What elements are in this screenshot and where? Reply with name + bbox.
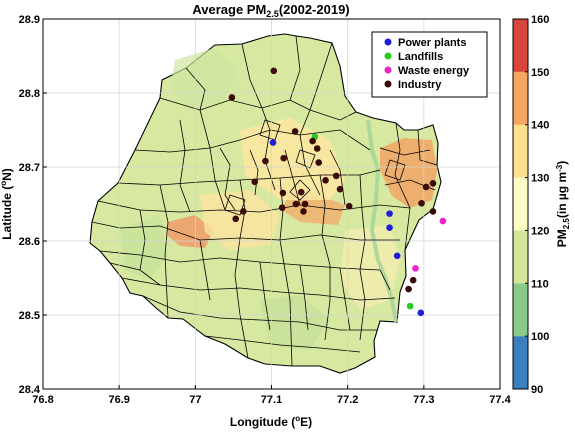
power-plants-marker bbox=[393, 252, 401, 260]
legend: Power plants Landfills Waste energy Indu… bbox=[371, 31, 488, 98]
colorbar-tick-label: 110 bbox=[531, 278, 549, 290]
colorbar-tick-label: 100 bbox=[531, 331, 549, 343]
industry-marker bbox=[291, 128, 299, 135]
x-tick-label: 77.1 bbox=[261, 394, 282, 406]
legend-power-plants-label: Power plants bbox=[398, 37, 466, 49]
y-tick-label: 28.9 bbox=[19, 14, 40, 26]
industry-marker bbox=[322, 177, 329, 184]
colorbar-bin bbox=[513, 71, 528, 125]
x-axis-label: Longitude (oE) bbox=[230, 414, 312, 429]
x-tick-label: 77 bbox=[189, 394, 201, 406]
industry-marker bbox=[336, 185, 344, 193]
x-tick-label: 77.4 bbox=[489, 394, 511, 406]
industry-marker bbox=[345, 202, 353, 210]
y-tick-label: 28.5 bbox=[19, 310, 40, 322]
colorbar-frame bbox=[512, 18, 529, 390]
colorbar-bin bbox=[513, 283, 528, 337]
legend-landfills-label: Landfills bbox=[398, 51, 443, 63]
x-axis: 76.8 76.9 77 77.1 77.2 77.3 77.4 bbox=[32, 385, 512, 406]
colorbar-tick-label: 120 bbox=[531, 225, 549, 237]
legend-power-plants-marker bbox=[384, 38, 392, 46]
colorbar-bin bbox=[513, 336, 528, 389]
hotspot-east bbox=[380, 138, 437, 208]
zone-clean-3 bbox=[170, 48, 240, 110]
industry-marker bbox=[278, 204, 286, 211]
power-plants-marker bbox=[269, 139, 277, 146]
industry-marker bbox=[300, 208, 307, 215]
colorbar-tick-label: 150 bbox=[531, 67, 549, 79]
y-axis-label: Latitude (oN) bbox=[0, 168, 14, 240]
industry-marker bbox=[280, 154, 287, 162]
power-plants-marker bbox=[386, 224, 393, 231]
industry-marker bbox=[301, 200, 309, 208]
colorbar: 90 100 110 120 130 140 150 160 bbox=[512, 14, 549, 396]
industry-marker bbox=[332, 172, 340, 180]
source-markers bbox=[228, 67, 447, 317]
industry-marker bbox=[418, 199, 425, 207]
colorbar-label: PM2.5(in µg m-3) bbox=[555, 161, 571, 248]
colorbar-tick-label: 130 bbox=[531, 173, 549, 185]
colorbar-bin bbox=[513, 124, 528, 178]
y-tick-label: 28.6 bbox=[19, 236, 40, 248]
waste-energy-marker bbox=[439, 217, 447, 225]
industry-marker bbox=[409, 276, 417, 284]
river-yamuna bbox=[366, 119, 398, 323]
legend-waste-energy-marker bbox=[384, 66, 392, 74]
industry-marker bbox=[270, 67, 278, 75]
industry-marker bbox=[228, 94, 236, 101]
colorbar-tick-label: 160 bbox=[531, 14, 549, 26]
power-plants-marker bbox=[417, 309, 425, 317]
power-plants-marker bbox=[386, 210, 393, 217]
colorbar-tick-label: 90 bbox=[531, 384, 543, 396]
industry-marker bbox=[232, 215, 240, 223]
x-tick-label: 77.3 bbox=[413, 394, 434, 406]
waste-energy-marker bbox=[412, 265, 419, 272]
y-tick-label: 28.4 bbox=[19, 384, 41, 396]
industry-marker bbox=[262, 157, 269, 165]
industry-marker bbox=[251, 178, 259, 186]
landfills-marker bbox=[406, 302, 414, 310]
y-axis: 28.4 28.5 28.6 28.7 28.8 28.9 bbox=[19, 14, 47, 396]
industry-marker bbox=[422, 183, 430, 191]
legend-industry-marker bbox=[384, 80, 392, 88]
industry-marker bbox=[279, 189, 287, 197]
colorbar-bin bbox=[513, 19, 528, 72]
industry-marker bbox=[292, 200, 300, 208]
industry-marker bbox=[429, 179, 437, 187]
industry-marker bbox=[315, 159, 323, 166]
legend-industry-label: Industry bbox=[398, 79, 442, 91]
y-tick-label: 28.7 bbox=[19, 162, 40, 174]
x-tick-label: 77.2 bbox=[337, 394, 358, 406]
x-tick-label: 76.9 bbox=[108, 394, 129, 406]
industry-marker bbox=[240, 208, 247, 215]
industry-marker bbox=[309, 137, 316, 145]
zone-clean-2 bbox=[260, 295, 330, 350]
zone-moderate-3 bbox=[340, 225, 400, 310]
industry-marker bbox=[429, 208, 437, 215]
industry-marker bbox=[405, 285, 412, 293]
zone-moderate-1 bbox=[240, 118, 345, 200]
map-title: Average PM2.5(2002-2019) bbox=[192, 2, 349, 19]
y-tick-label: 28.8 bbox=[19, 88, 40, 100]
colorbar-bin bbox=[513, 230, 528, 284]
ward-boundaries bbox=[91, 35, 438, 367]
industry-marker bbox=[297, 188, 305, 196]
zone-moderate-2 bbox=[200, 190, 280, 250]
colorbar-tick-label: 140 bbox=[531, 120, 549, 132]
legend-waste-energy-label: Waste energy bbox=[398, 65, 470, 77]
legend-landfills-marker bbox=[384, 52, 392, 60]
x-tick-label: 76.8 bbox=[32, 394, 53, 406]
colorbar-bin bbox=[513, 177, 528, 231]
industry-marker bbox=[313, 145, 321, 152]
